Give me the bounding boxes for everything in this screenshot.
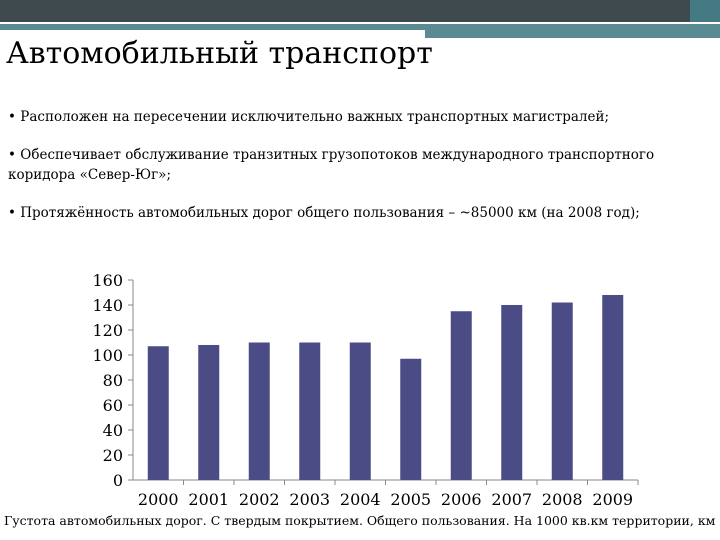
slide-title: Автомобильный транспорт: [6, 36, 433, 71]
x-tick-label: 2000: [138, 490, 179, 509]
y-tick-label: 0: [113, 471, 123, 490]
decor-rule: [425, 42, 580, 44]
x-tick-label: 2007: [491, 490, 532, 509]
chart-caption: Густота автомобильных дорог. С твердым п…: [4, 513, 716, 528]
title-background: [0, 30, 425, 72]
decor-rule: [580, 38, 666, 39]
bar: [551, 302, 573, 480]
y-tick-label: 20: [103, 446, 123, 465]
bar: [450, 311, 472, 480]
y-tick-label: 80: [103, 371, 123, 390]
y-tick-label: 40: [103, 421, 123, 440]
top-decor-band-teal: [690, 0, 720, 22]
top-decor-band-dark: [0, 0, 690, 22]
bar: [248, 342, 270, 480]
bar: [349, 342, 371, 480]
y-tick-label: 100: [92, 346, 123, 365]
bar: [400, 358, 422, 480]
x-tick-label: 2002: [239, 490, 280, 509]
bar: [299, 342, 321, 480]
y-tick-label: 160: [92, 271, 123, 290]
bar: [198, 345, 220, 480]
x-tick-label: 2004: [340, 490, 381, 509]
x-tick-label: 2008: [542, 490, 583, 509]
x-tick-label: 2003: [289, 490, 330, 509]
y-tick-label: 120: [92, 321, 123, 340]
road-density-bar-chart: 0 20 40 60 80 100 120 140 160 2000 2001 2002 2003 200…: [92, 271, 639, 509]
y-tick-label: 140: [92, 296, 123, 315]
bar: [147, 346, 169, 480]
bar: [602, 295, 624, 480]
y-tick-label: 60: [103, 396, 123, 415]
bar: [501, 305, 523, 480]
x-tick-label: 2001: [188, 490, 229, 509]
x-tick-label: 2006: [441, 490, 482, 509]
x-tick-label: 2009: [592, 490, 633, 509]
top-decor-band: [0, 0, 720, 22]
bullet-transit: • Обеспечивает обслуживание транзитных г…: [8, 147, 655, 183]
x-tick-label: 2005: [390, 490, 431, 509]
bullet-location: • Расположен на пересечении исключительн…: [8, 109, 609, 125]
bullet-road-length: • Протяжённость автомобильных дорог обще…: [8, 205, 640, 221]
